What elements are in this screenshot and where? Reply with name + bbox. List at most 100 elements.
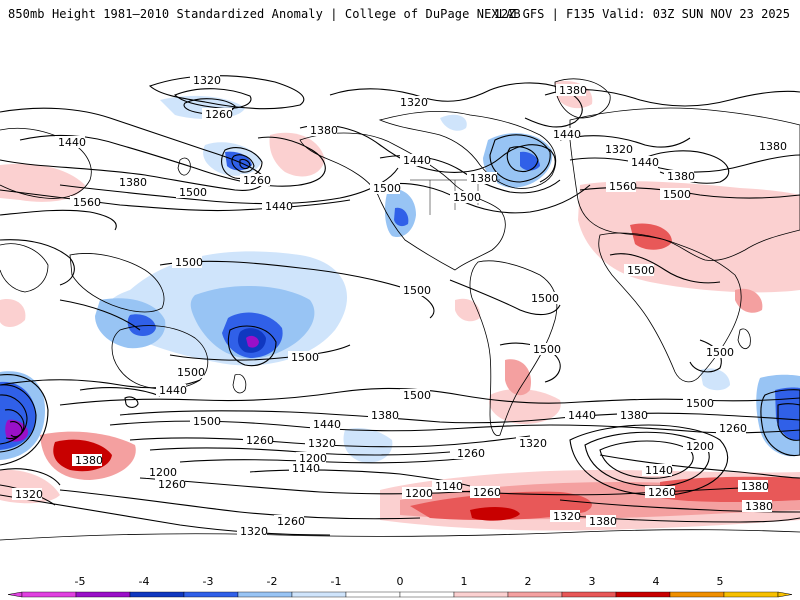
colorbar-tick-label: 1 (461, 575, 468, 588)
coast-se-asia (69, 253, 165, 313)
svg-text:1440: 1440 (265, 200, 293, 213)
contour-1560-west (0, 209, 117, 231)
contour-label: 1140 (432, 479, 463, 492)
svg-text:1140: 1140 (645, 464, 673, 477)
colorbar-tick-labels: -5 -4 -3 -2 -1 0 1 2 3 4 5 (75, 575, 724, 588)
coast-africa (598, 232, 742, 383)
colorbar-swatch (453, 591, 509, 598)
svg-text:1260: 1260 (243, 174, 271, 187)
contour-1500-eurasia (609, 253, 721, 284)
contour-1500-west (0, 189, 351, 212)
contour-label: 1380 (738, 480, 769, 493)
coast-japan (177, 157, 191, 176)
contour-label: 1200 (683, 440, 714, 453)
contour-label: 1260 (716, 422, 747, 435)
colorbar-swatch (345, 591, 401, 598)
anomaly-red-sa (505, 359, 531, 396)
contour-pac-1500-cut (59, 299, 141, 331)
contour-label: 1380 (742, 500, 773, 513)
svg-text:1260: 1260 (277, 515, 305, 528)
contour-1500-central-pacific (159, 260, 435, 319)
svg-text:1500: 1500 (291, 351, 319, 364)
contour-label: 1380 (467, 172, 498, 185)
svg-text:1440: 1440 (403, 154, 431, 167)
contour-1380-east (599, 454, 800, 479)
coast-india (0, 243, 49, 293)
colorbar-swatch (183, 591, 239, 598)
svg-text:1140: 1140 (435, 480, 463, 493)
contour-label: 1260 (240, 174, 271, 187)
contour-label: 1320 (397, 96, 428, 109)
anomaly-red-atl (455, 298, 481, 322)
header: 850mb Height 1981–2010 Standardized Anom… (0, 0, 800, 40)
contour-east-low-1200 (584, 431, 710, 487)
svg-text:1200: 1200 (149, 466, 177, 479)
svg-text:1440: 1440 (58, 136, 86, 149)
svg-text:1380: 1380 (589, 515, 617, 528)
coast-south-america (469, 260, 558, 437)
contour-label: 1500 (288, 351, 319, 364)
contour-label: 1500 (174, 366, 205, 379)
anomaly-purple-core (246, 335, 259, 348)
contour-label: 1320 (550, 510, 581, 523)
colorbar-swatch (669, 591, 725, 598)
contour-label: 1320 (602, 143, 633, 156)
anomaly-blue-aus-strong (127, 314, 156, 336)
colorbar-swatch (129, 591, 185, 598)
coast-greenland (554, 78, 611, 119)
anomaly-red-antarctic-core (470, 506, 520, 521)
contour-label: 1140 (642, 464, 673, 477)
colorbar-tick-label: -3 (203, 575, 214, 588)
contour-label: 1320 (237, 525, 268, 538)
colorbar-right-arrow (777, 591, 793, 598)
svg-text:1440: 1440 (631, 156, 659, 169)
contour-far-east-low-inner (777, 403, 800, 441)
colorbar-swatch (237, 591, 293, 598)
contour-1380-south (109, 420, 800, 434)
anomaly-blue-africa-south (700, 368, 730, 391)
contour-label: 1500 (528, 292, 559, 305)
contour-1200-south (179, 457, 471, 464)
colorbar-left-arrow (7, 591, 23, 598)
contour-label: 1200 (146, 466, 177, 479)
contour-label: 1380 (556, 84, 587, 97)
contour-label: 1140 (289, 462, 320, 475)
contour-1500-west-euro (0, 239, 75, 286)
contour-label: 1380 (747, 481, 778, 494)
colorbar-swatch (723, 591, 779, 598)
anomaly-map[interactable]: 1320 1260 1440 1380 1260 1440 1500 1560 … (0, 72, 800, 560)
svg-text:1380: 1380 (470, 172, 498, 185)
svg-text:1500: 1500 (453, 191, 481, 204)
contour-label: 1500 (370, 182, 401, 195)
contour-label: 1440 (156, 384, 187, 397)
contour-1320-east (559, 499, 800, 513)
contour-aus-low (227, 325, 277, 367)
contour-1500-sa-north (449, 279, 561, 316)
contour-label: 1260 (155, 478, 186, 491)
model-run-info: 12Z GFS | F135 Valid: 03Z SUN NOV 23 202… (493, 7, 790, 21)
svg-text:1200: 1200 (299, 452, 327, 465)
coast-new-zealand (232, 373, 247, 394)
svg-text:1500: 1500 (627, 264, 655, 277)
svg-text:1320: 1320 (605, 143, 633, 156)
svg-text:1500: 1500 (533, 343, 561, 356)
contour-label: 1500 (624, 264, 655, 277)
svg-text:1380: 1380 (75, 454, 103, 467)
svg-text:1320: 1320 (193, 74, 221, 87)
svg-text:1380: 1380 (310, 124, 338, 137)
svg-text:1320: 1320 (240, 525, 268, 538)
svg-text:1380: 1380 (745, 500, 773, 513)
contour-label: 1200 (402, 487, 433, 500)
map-title: 850mb Height 1981–2010 Standardized Anom… (8, 7, 521, 21)
svg-text:1500: 1500 (403, 284, 431, 297)
svg-text:1440: 1440 (159, 384, 187, 397)
contour-label: 1380 (72, 454, 103, 467)
contour-south-indian-low-2 (0, 384, 37, 453)
anomaly-red-west-af (0, 299, 26, 327)
svg-text:1500: 1500 (177, 366, 205, 379)
contour-label: 1260 (454, 447, 485, 460)
contour-label: 1260 (274, 515, 305, 528)
contour-1440-south (119, 410, 800, 424)
contour-label: 1380 (368, 409, 399, 422)
contour-label: 1320 (190, 74, 221, 87)
